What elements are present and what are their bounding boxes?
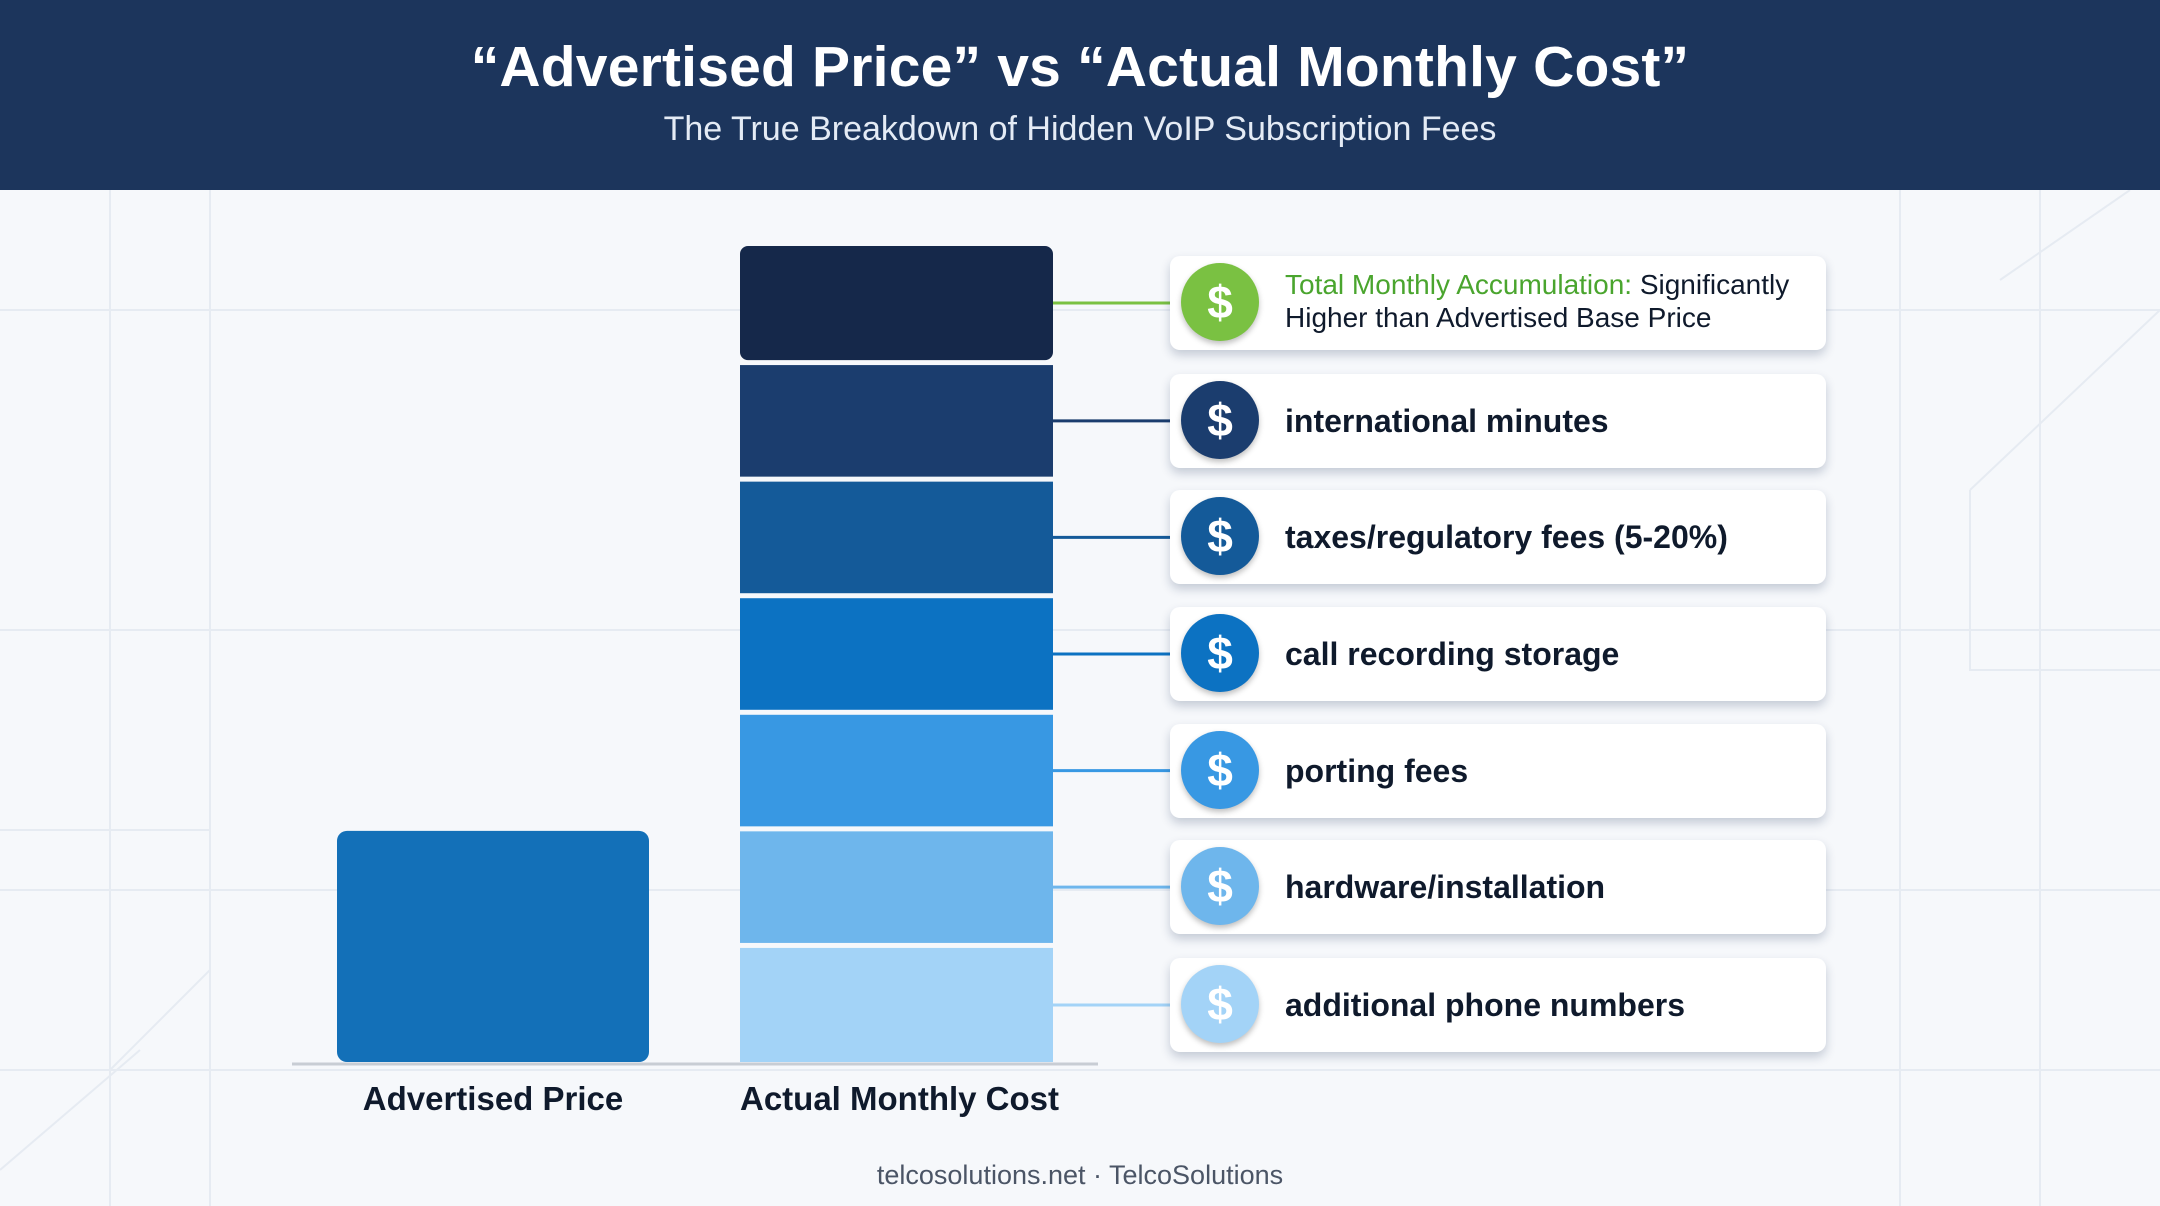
total-accumulation-text: Total Monthly Accumulation: Significantl… <box>1285 268 1815 334</box>
bar-segment-additional-phone-numbers <box>740 947 1053 1062</box>
legend-label: hardware/installation <box>1285 869 1606 906</box>
legend-label: call recording storage <box>1285 636 1620 672</box>
bar-segment-international-minutes <box>740 365 1053 477</box>
total-accumulation-callout: $ Total Monthly Accumulation: Significan… <box>1170 256 1826 351</box>
bar-advertised-price <box>337 830 649 1062</box>
x-tick-label-advertised: Advertised Price <box>362 1080 624 1117</box>
legend-item: $ porting fees <box>1170 723 1826 818</box>
dollar-icon: $ <box>1181 614 1259 692</box>
legend-label: taxes/regulatory fees (5-20%) <box>1285 519 1728 556</box>
page-title: “Advertised Price” vs “Actual Monthly Co… <box>470 35 1690 99</box>
bar-segment-total <box>740 246 1053 361</box>
legend-label: porting fees <box>1285 752 1469 789</box>
bar-segment-porting-fees <box>740 714 1053 827</box>
header-banner: “Advertised Price” vs “Actual Monthly Co… <box>0 0 2160 190</box>
dollar-icon: $ <box>1181 847 1259 926</box>
footer-credit: telcosolutions.net · TelcoSolutions <box>876 1160 1284 1190</box>
bar-segment-call-recording-storage <box>740 598 1053 710</box>
legend-item: $ call recording storage <box>1170 607 1826 701</box>
legend-label: international minutes <box>1285 402 1609 439</box>
dollar-icon: $ <box>1181 497 1259 576</box>
legend-item: $ international minutes <box>1170 373 1826 468</box>
total-accumulation-accent: Total Monthly Accumulation: <box>1285 269 1633 301</box>
dollar-icon: $ <box>1181 730 1259 809</box>
bar-segment-hardware-installation <box>740 831 1053 943</box>
legend-label: additional phone numbers <box>1285 986 1686 1023</box>
dollar-icon: $ <box>1181 263 1259 342</box>
dollar-icon: $ <box>1181 380 1259 459</box>
legend-item: $ hardware/installation <box>1170 840 1826 935</box>
dollar-icon: $ <box>1181 964 1259 1043</box>
legend-item: $ additional phone numbers <box>1170 957 1826 1052</box>
legend-item: $ taxes/regulatory fees (5-20%) <box>1170 490 1826 585</box>
page-subtitle: The True Breakdown of Hidden VoIP Subscr… <box>663 110 1497 148</box>
total-accumulation-description: Significantly Higher than Advertised Bas… <box>1285 269 1790 334</box>
x-tick-label-actual: Actual Monthly Cost <box>740 1080 1059 1117</box>
bar-segment-taxes-regulatory-fees-5-20 <box>740 481 1053 594</box>
